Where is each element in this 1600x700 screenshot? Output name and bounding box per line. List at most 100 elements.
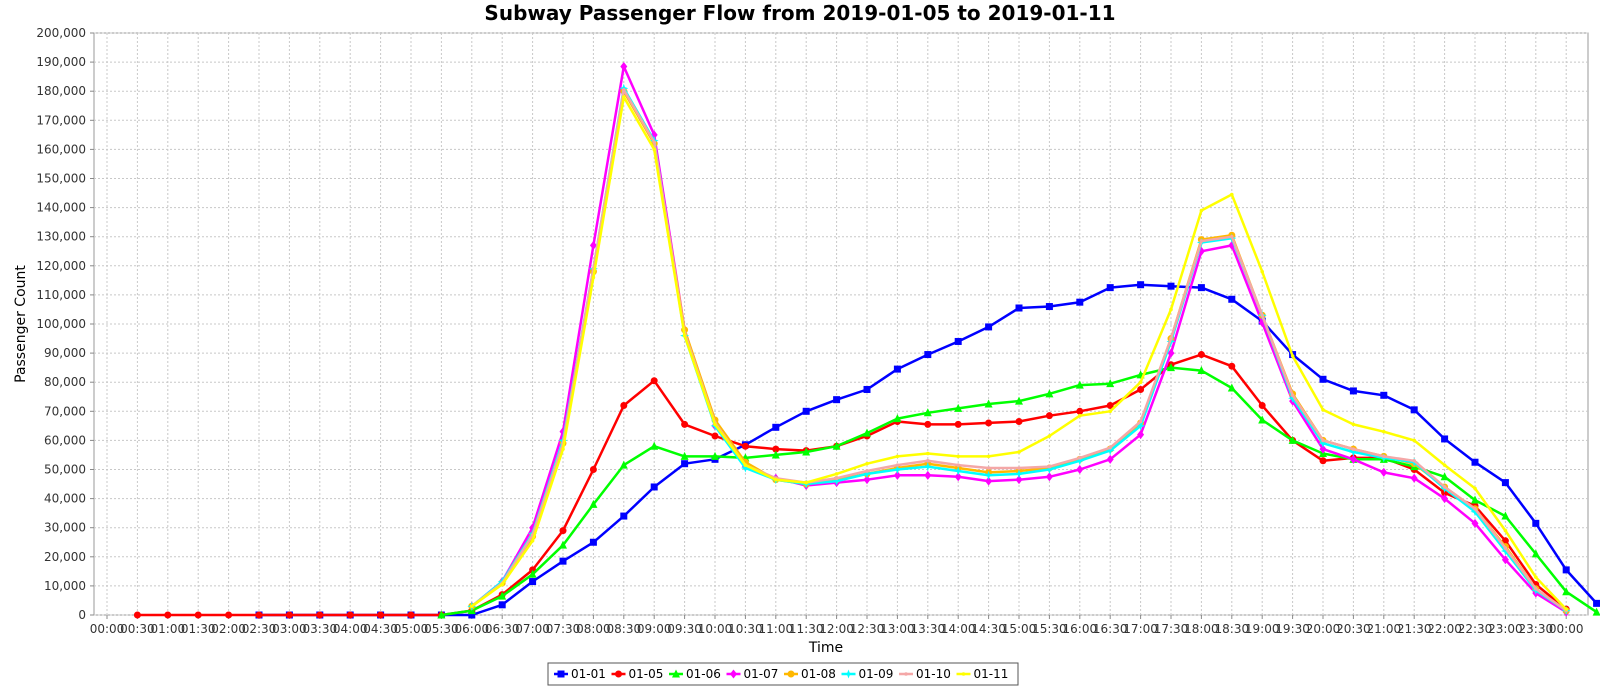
data-point-01-11 — [956, 454, 960, 459]
y-tick-label: 190,000 — [36, 55, 86, 69]
data-point-01-06 — [559, 540, 567, 549]
data-point-01-06 — [1106, 379, 1115, 388]
data-point-01-10 — [1199, 239, 1204, 243]
data-point-01-06 — [832, 441, 841, 450]
data-point-01-06 — [923, 408, 932, 417]
x-tick-label: 12:30 — [850, 622, 885, 636]
data-point-01-11 — [500, 582, 505, 587]
data-point-01-10 — [865, 469, 869, 473]
x-tick-label: 02:00 — [211, 622, 246, 636]
y-tick-label: 110,000 — [36, 288, 86, 302]
data-point-01-11 — [1260, 269, 1264, 274]
data-point-01-10 — [1047, 464, 1052, 469]
data-point-01-11 — [1564, 607, 1568, 611]
data-point-01-06 — [1258, 415, 1267, 424]
x-tick-label: 09:30 — [667, 622, 702, 636]
data-point-01-10 — [1078, 456, 1082, 460]
data-point-01-01 — [954, 337, 962, 345]
x-tick-label: 09:00 — [637, 622, 672, 636]
data-point-01-05 — [741, 442, 749, 450]
x-tick-label: 13:00 — [880, 622, 915, 636]
data-point-01-10 — [1412, 458, 1416, 463]
data-point-01-06 — [619, 460, 628, 469]
data-point-01-01 — [893, 365, 901, 373]
x-tick-label: 07:30 — [546, 622, 581, 636]
data-point-01-11 — [1017, 450, 1021, 454]
data-point-01-11 — [1321, 408, 1325, 412]
legend-marker — [730, 669, 737, 679]
data-point-01-06 — [528, 569, 537, 578]
data-point-01-06 — [771, 450, 780, 459]
y-axis-label: Passenger Count — [13, 265, 29, 383]
data-point-01-11 — [1534, 575, 1538, 579]
data-point-01-06 — [802, 447, 811, 456]
data-point-01-06 — [1227, 383, 1236, 392]
data-point-01-09 — [740, 463, 750, 473]
data-point-01-06 — [1197, 366, 1206, 375]
data-point-01-10 — [1534, 587, 1538, 591]
x-tick-label: 22:00 — [1427, 622, 1462, 636]
data-point-01-06 — [1471, 495, 1479, 504]
data-point-01-06 — [1592, 607, 1600, 616]
data-point-01-11 — [1412, 438, 1416, 443]
data-point-01-11 — [1108, 409, 1112, 414]
data-point-01-01 — [1137, 281, 1145, 289]
legend-item-01-09: 01-09 — [841, 667, 893, 681]
data-point-01-07 — [1015, 475, 1023, 485]
data-point-01-01 — [1349, 387, 1357, 395]
data-point-01-01 — [1471, 458, 1479, 466]
data-point-01-07 — [1441, 494, 1449, 504]
data-point-01-10 — [1260, 313, 1264, 318]
grid-lines — [94, 32, 1588, 616]
x-tick-label: 13:30 — [911, 622, 946, 636]
data-point-01-06 — [589, 499, 598, 508]
data-point-01-11 — [591, 275, 596, 280]
x-tick-label: 01:00 — [151, 622, 186, 636]
data-point-01-05 — [164, 611, 172, 619]
x-tick-label: 14:30 — [971, 622, 1006, 636]
data-point-01-11 — [1290, 354, 1295, 358]
legend-marker — [787, 670, 795, 678]
data-point-01-05 — [1045, 412, 1053, 420]
data-point-01-11 — [1351, 422, 1356, 427]
data-point-01-10 — [926, 458, 930, 463]
data-point-01-07 — [620, 61, 628, 71]
x-tick-label: 16:30 — [1093, 622, 1128, 636]
data-point-01-05 — [316, 611, 324, 619]
data-point-01-05 — [225, 611, 233, 619]
data-point-01-09 — [1500, 546, 1510, 556]
data-point-01-07 — [1410, 473, 1418, 483]
y-tick-label: 50,000 — [44, 463, 86, 477]
data-point-01-11 — [895, 454, 900, 459]
legend-label: 01-05 — [629, 667, 664, 681]
data-point-01-05 — [681, 420, 689, 428]
data-point-01-05 — [924, 420, 932, 428]
legend-box — [547, 662, 1019, 686]
data-point-01-06 — [437, 610, 446, 619]
data-point-01-09 — [862, 469, 872, 479]
data-point-01-06 — [1531, 549, 1540, 558]
data-point-01-05 — [772, 445, 780, 453]
data-point-01-10 — [986, 466, 991, 470]
x-tick-label: 20:00 — [1306, 622, 1341, 636]
data-point-01-11 — [1442, 463, 1447, 467]
data-point-01-05 — [1258, 401, 1266, 409]
data-point-01-01 — [1076, 298, 1084, 306]
x-tick-label: 21:30 — [1397, 622, 1432, 636]
data-point-01-09 — [1014, 469, 1024, 479]
x-tick-label: 00:00 — [90, 622, 125, 636]
data-point-01-10 — [1138, 419, 1143, 424]
data-point-01-07 — [893, 470, 901, 480]
legend-marker — [904, 672, 908, 676]
x-tick-label: 18:00 — [1184, 622, 1219, 636]
legend: 01-01 01-05 01-06 01-07 01-08 01-09 01-10 01-11 — [547, 662, 1019, 686]
data-point-01-11 — [926, 451, 930, 456]
x-tick-label: 23:30 — [1519, 622, 1554, 636]
data-point-01-10 — [1382, 454, 1386, 459]
data-point-01-11 — [1382, 429, 1386, 434]
data-point-01-06 — [1501, 511, 1510, 520]
x-tick-label: 07:00 — [515, 622, 550, 636]
data-point-01-07 — [1471, 518, 1479, 528]
x-tick-label: 19:00 — [1245, 622, 1280, 636]
x-tick-label: 03:00 — [272, 622, 307, 636]
